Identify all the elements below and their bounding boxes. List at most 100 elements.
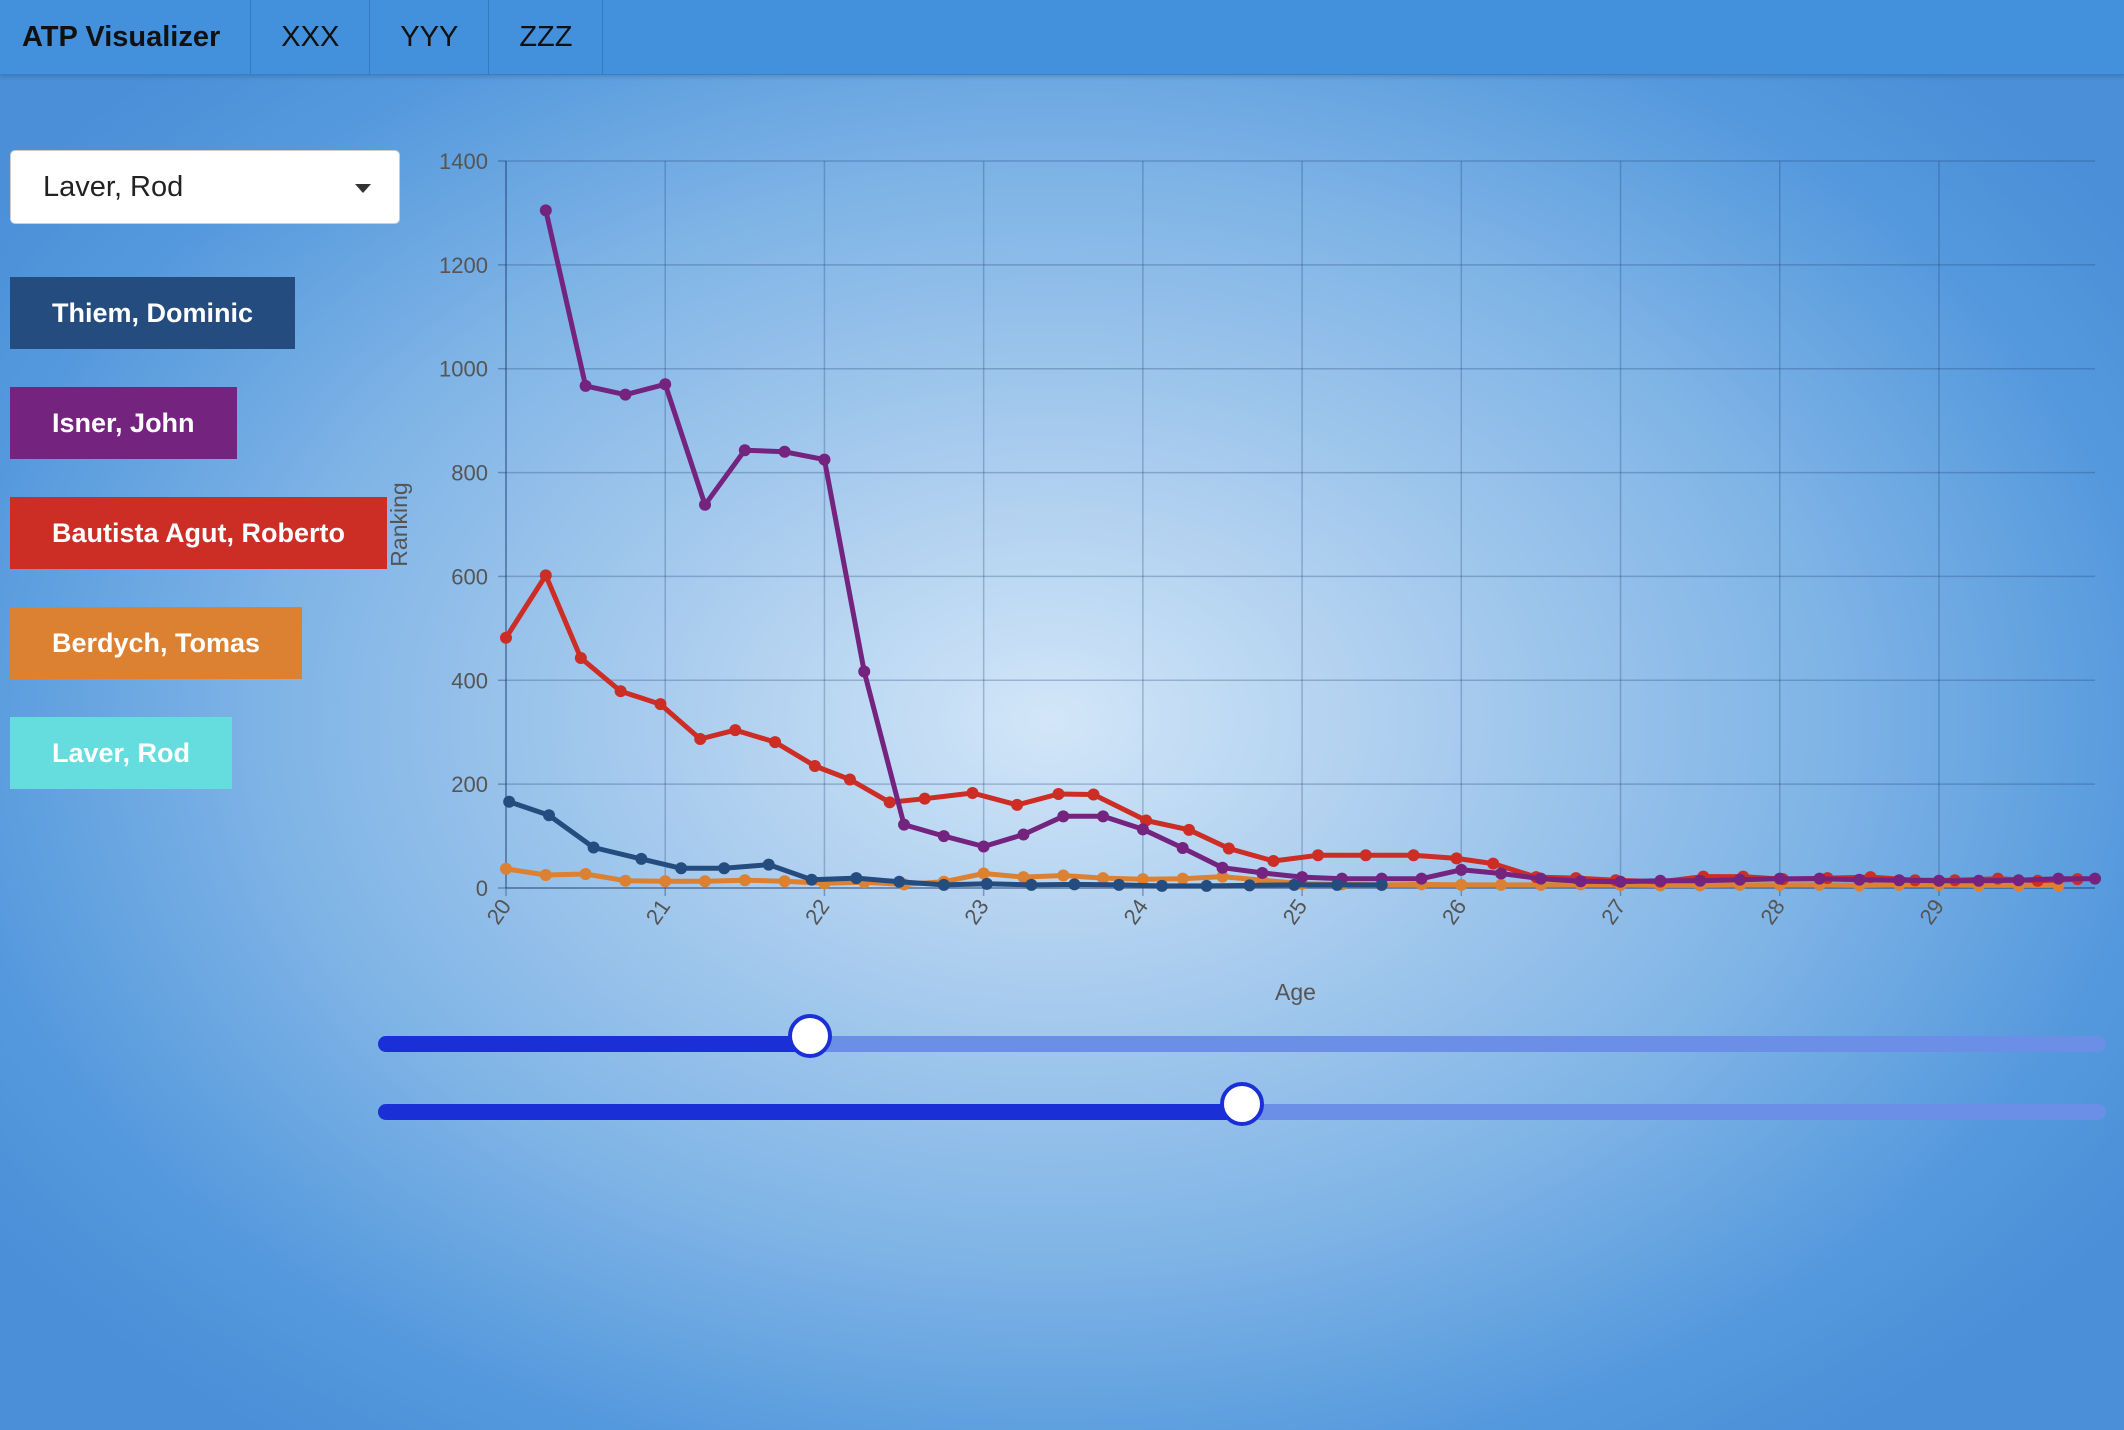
data-point [579,379,592,392]
x-tick-label: 27 [1596,895,1631,929]
data-point [1068,878,1081,891]
data-point [1331,878,1344,891]
data-point [539,204,552,217]
data-point [778,445,791,458]
series-line [503,572,2080,885]
data-point [1256,866,1269,879]
data-point [1694,874,1707,887]
player-chip-isner[interactable]: Isner, John [10,387,237,459]
data-point [1495,878,1508,891]
data-point [503,795,516,808]
data-point [1176,842,1189,855]
data-point [818,453,831,466]
data-point [1025,878,1038,891]
player-chip-thiem[interactable]: Thiem, Dominic [10,277,296,349]
data-point [718,862,731,875]
data-point [805,873,818,886]
slider-thumb[interactable] [788,1014,832,1058]
nav-item-zzz[interactable]: ZZZ [489,0,604,74]
data-point [1200,879,1213,892]
data-point [937,830,950,843]
data-point [1359,849,1372,862]
x-tick-label: 25 [1278,895,1313,929]
data-point [729,724,742,737]
data-point [500,862,512,875]
y-axis-label: Ranking [386,482,412,566]
data-point [1574,875,1587,888]
data-point [843,773,856,786]
y-tick-label: 1400 [439,149,488,174]
data-point [850,872,863,885]
chevron-down-icon [355,184,371,193]
data-point [1011,798,1024,811]
data-point [1136,823,1149,836]
data-point [1733,873,1746,886]
data-point [619,388,632,401]
data-point [635,852,648,865]
data-point [1136,873,1149,886]
series-line [543,207,2098,885]
x-tick-label: 24 [1118,895,1153,929]
data-point [1288,878,1301,891]
data-point [1773,872,1786,885]
x-tick-label: 26 [1437,895,1472,929]
data-point [1415,872,1428,885]
slider-thumb[interactable] [1220,1082,1264,1126]
y-tick-label: 0 [476,876,488,901]
data-point [762,858,775,871]
player-chip-label: Thiem, Dominic [52,297,254,328]
data-point [1312,849,1325,862]
data-point [1057,869,1070,882]
app-brand[interactable]: ATP Visualizer [0,0,252,74]
data-point [2089,872,2101,885]
data-point [1243,879,1256,892]
player-select[interactable]: Laver, Rod [10,150,400,224]
data-point [1893,874,1906,887]
x-tick-label: 28 [1755,895,1790,929]
data-point [1052,788,1065,801]
player-chip-berdych[interactable]: Berdych, Tomas [10,607,303,679]
data-point [883,796,896,809]
nav-item-xxx[interactable]: XXX [251,0,371,74]
data-point [587,841,600,854]
data-point [937,878,950,891]
x-tick-label: 21 [641,895,676,929]
data-point [1495,867,1508,880]
data-point [980,877,993,890]
y-tick-label: 400 [451,668,488,693]
data-point [574,651,587,664]
data-point [1375,878,1388,891]
age-range-end-slider[interactable] [378,1082,2106,1126]
data-point [808,759,821,772]
data-point [1087,788,1100,801]
data-point [1222,842,1235,855]
data-point [2052,872,2065,885]
data-point [898,818,911,831]
data-point [1654,874,1667,887]
data-point [2012,874,2025,887]
y-tick-label: 1200 [439,253,488,278]
data-point [1932,874,1945,887]
y-tick-label: 200 [451,772,488,797]
data-point [977,867,990,880]
data-point [659,875,672,888]
player-chip-label: Bautista Agut, Roberto [52,517,345,548]
data-point [769,736,782,749]
data-point [1097,810,1110,823]
player-chip-laver[interactable]: Laver, Rod [10,717,233,789]
data-point [539,569,552,582]
player-chip-label: Laver, Rod [52,737,191,768]
data-point [1155,879,1168,892]
data-point [738,874,751,887]
age-range-start-slider[interactable] [378,1014,2106,1058]
data-point [918,792,931,805]
series-line [503,866,2061,888]
data-point [893,875,906,888]
data-point [1487,857,1500,870]
data-point [699,498,712,511]
x-tick-label: 22 [800,895,835,929]
nav-item-yyy[interactable]: YYY [370,0,490,74]
player-chip-bautista[interactable]: Bautista Agut, Roberto [10,497,387,569]
data-point [1296,871,1309,884]
x-tick-label: 29 [1915,895,1950,929]
